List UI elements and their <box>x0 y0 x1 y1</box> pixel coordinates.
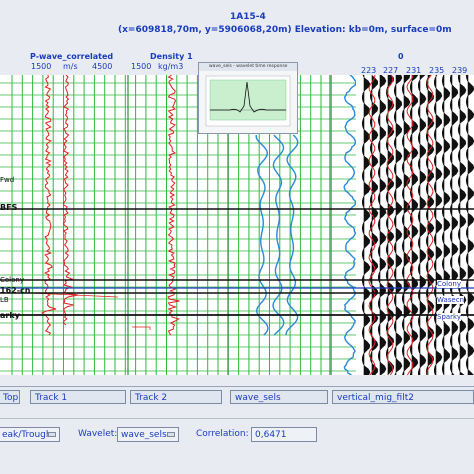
track1-scale-unit: m/s <box>63 62 78 71</box>
marker-label: LB <box>0 296 9 304</box>
seismic-wiggle <box>401 75 411 375</box>
wavelet-inset-title: wave_sels - wavelet time response <box>199 63 297 71</box>
marker-label: Fwd <box>0 176 15 184</box>
horizon-tag: Wasecn <box>437 296 465 304</box>
wavelet-select-value: wave_sels <box>121 430 167 440</box>
wavelet-trace <box>285 134 299 336</box>
correlation-value-field: 0,6471 <box>251 427 317 442</box>
horizon-lines <box>0 208 474 316</box>
well-title: 1A15-4 <box>230 12 266 22</box>
marker-label: BFS <box>0 203 18 212</box>
track4-button[interactable]: vertical_mig_filt2 <box>332 390 474 404</box>
synthetic-red-trace <box>386 75 394 375</box>
wavelet-select[interactable]: wave_sels <box>117 427 179 442</box>
depth-grid <box>0 75 474 375</box>
log-curves <box>29 75 180 336</box>
seismic-wiggle <box>361 75 371 375</box>
trace-tick: 231 <box>406 66 422 75</box>
track2-curve-name: Density 1 <box>150 52 193 61</box>
tracks-toolbar: Top Track 1 Track 2 wave_sels vertical_m… <box>0 386 474 407</box>
log-curve-tick <box>132 326 151 330</box>
dropdown-icon <box>167 432 175 437</box>
log-curve-trace <box>62 75 79 326</box>
trace-tick: 223 <box>361 66 377 75</box>
wavelet-label: Wavelet: <box>78 429 118 439</box>
synthetic-red-trace <box>406 75 414 375</box>
marker-label: 162-cn <box>0 286 31 295</box>
track3-button[interactable]: wave_sels <box>230 390 328 404</box>
synthetic-red-trace <box>368 75 376 375</box>
track1-button[interactable]: Track 1 <box>30 390 126 404</box>
wavelet-inset-panel[interactable]: wave_sels - wavelet time response <box>198 62 298 134</box>
synthetic-red-trace <box>426 75 434 375</box>
track2-button[interactable]: Track 2 <box>130 390 222 404</box>
seismic-wiggle <box>425 75 435 375</box>
peak-trough-select[interactable]: eak/Trough <box>0 427 60 442</box>
wavelet-trace <box>272 134 285 336</box>
correlation-label: Correlation: <box>196 429 249 439</box>
marker-label: arky <box>0 311 20 320</box>
track1-scale-max: 4500 <box>92 62 113 71</box>
wavelet-trace <box>255 135 269 336</box>
well-location: (x=609818,70m, y=5906068,20m) Elevation:… <box>118 25 452 35</box>
seismic-wiggle <box>433 75 443 375</box>
trace-tick: 235 <box>429 66 445 75</box>
wavelet-inset-plot <box>205 75 291 127</box>
track2-scale-min: 1500 <box>131 62 152 71</box>
synthetic-trace <box>343 75 357 375</box>
dropdown-icon <box>48 432 56 437</box>
log-curve-trace <box>167 75 180 336</box>
track-top-button[interactable]: Top <box>0 390 20 404</box>
seismic-wiggle <box>417 75 427 375</box>
seismic-wiggle <box>393 75 403 375</box>
horizon-tag: Colony <box>437 280 461 288</box>
track1-scale-min: 1500 <box>31 62 52 71</box>
marker-label: Colony <box>0 276 24 284</box>
trace-tick: 227 <box>383 66 399 75</box>
trace-axis-zero: 0 <box>398 52 404 61</box>
track1-curve-name: P-wave_correlated <box>30 52 114 61</box>
trace-tick: 239 <box>452 66 468 75</box>
horizon-tag: Sparky <box>437 313 462 321</box>
track2-scale-unit: kg/m3 <box>158 62 184 71</box>
log-curve-trace <box>40 75 57 336</box>
wavelet-traces <box>255 75 357 375</box>
log-display-canvas[interactable] <box>0 75 474 375</box>
control-bar: eak/Trough Wavelet: wave_sels Correlatio… <box>0 418 474 474</box>
peak-trough-value: eak/Trough <box>2 430 52 440</box>
seismic-traces <box>356 75 474 375</box>
seismic-wiggle <box>465 75 474 375</box>
